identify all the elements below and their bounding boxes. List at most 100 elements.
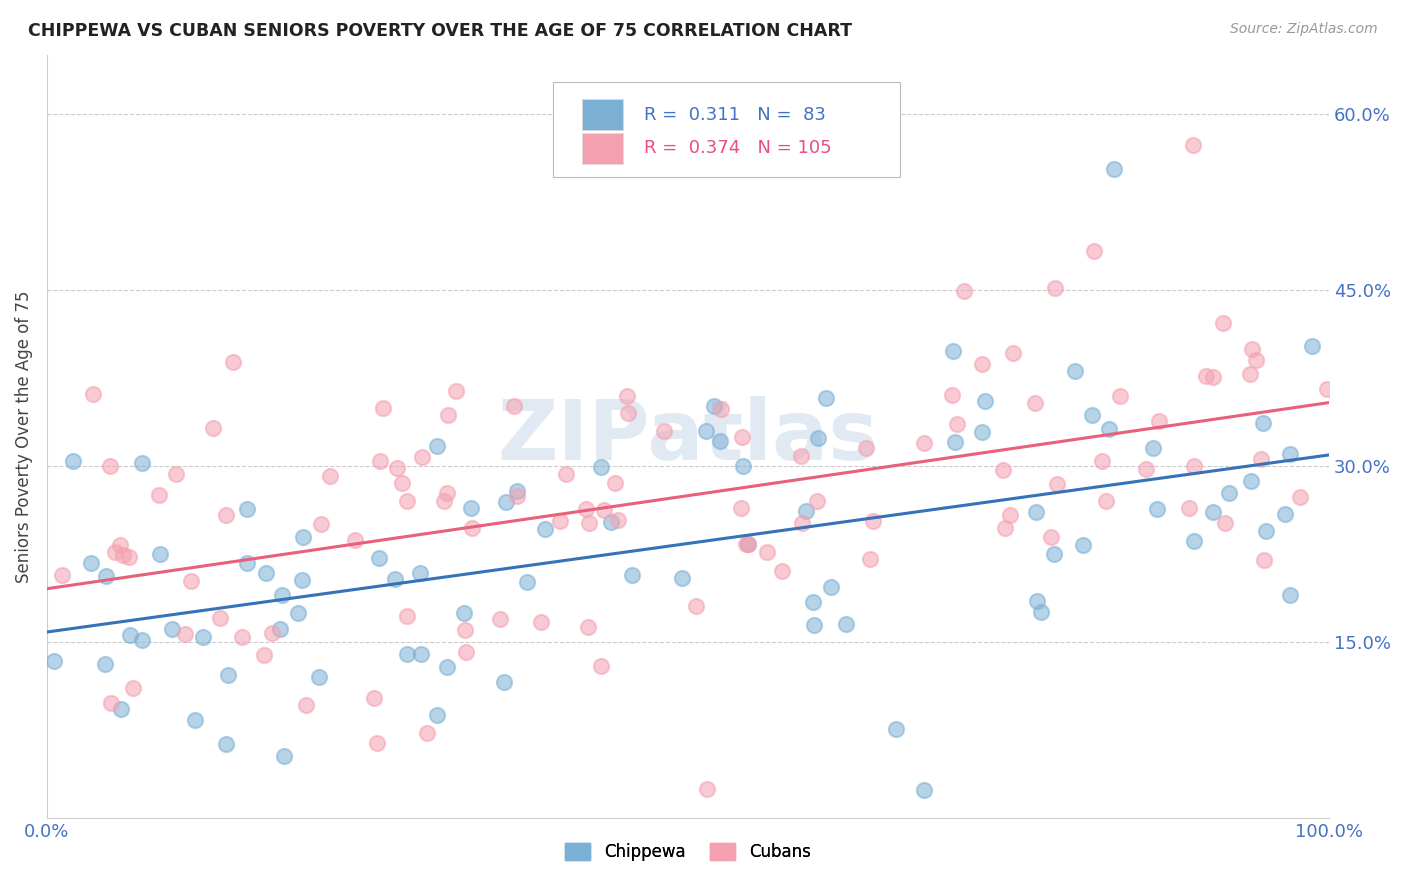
Point [495, 495, 517, 509]
Point [695, 424, 717, 438]
Point [110, 702, 132, 716]
Point [974, 393, 997, 408]
Point [970, 357, 993, 371]
Point [436, 486, 458, 500]
Point [411, 450, 433, 464]
Point [94, 657, 117, 672]
Point [454, 645, 477, 659]
Point [426, 708, 449, 723]
Point [731, 458, 754, 473]
Point [998, 508, 1021, 522]
Point [578, 516, 600, 530]
Point [436, 409, 458, 423]
Point [575, 501, 598, 516]
Point [98, 458, 121, 473]
Point [710, 402, 733, 417]
Point [217, 667, 239, 681]
Point [994, 521, 1017, 535]
Point [411, 647, 433, 661]
Point [943, 435, 966, 450]
Point [1279, 447, 1302, 461]
Point [269, 622, 291, 636]
Point [589, 460, 612, 475]
Point [792, 516, 814, 530]
Point [148, 487, 170, 501]
Point [396, 608, 419, 623]
Point [1042, 547, 1064, 561]
Point [1135, 462, 1157, 476]
Point [803, 594, 825, 608]
Point [287, 607, 309, 621]
Point [806, 494, 828, 508]
Point [953, 284, 976, 298]
Point [1026, 594, 1049, 608]
Point [652, 424, 675, 438]
Point [600, 515, 623, 529]
Point [1178, 500, 1201, 515]
Point [363, 691, 385, 706]
Point [516, 575, 538, 590]
Point [1253, 416, 1275, 430]
Point [886, 723, 908, 737]
FancyBboxPatch shape [554, 82, 900, 178]
Point [1240, 475, 1263, 489]
Point [252, 648, 274, 662]
Point [862, 514, 884, 528]
Point [1274, 507, 1296, 521]
Point [193, 630, 215, 644]
Point [254, 566, 277, 581]
Point [1250, 451, 1272, 466]
Point [855, 441, 877, 455]
Point [201, 420, 224, 434]
Point [215, 737, 238, 751]
Point [415, 725, 437, 739]
Point [737, 536, 759, 550]
Point [685, 599, 707, 613]
Point [796, 504, 818, 518]
Point [502, 399, 524, 413]
Point [494, 674, 516, 689]
FancyBboxPatch shape [582, 99, 623, 130]
Point [104, 545, 127, 559]
Point [1040, 530, 1063, 544]
Point [671, 571, 693, 585]
Point [160, 623, 183, 637]
Point [131, 632, 153, 647]
Point [453, 606, 475, 620]
Point [262, 626, 284, 640]
Point [131, 456, 153, 470]
Point [1149, 414, 1171, 428]
Point [368, 453, 391, 467]
Point [835, 616, 858, 631]
Point [396, 647, 419, 661]
Point [730, 500, 752, 515]
Point [1002, 346, 1025, 360]
Point [696, 781, 718, 796]
Point [149, 547, 172, 561]
Point [384, 572, 406, 586]
Point [576, 620, 599, 634]
Point [291, 573, 314, 587]
Point [1301, 339, 1323, 353]
Point [814, 391, 837, 405]
Point [735, 537, 758, 551]
Point [709, 434, 731, 449]
Text: R =  0.311   N =  83: R = 0.311 N = 83 [644, 105, 827, 124]
Point [214, 508, 236, 523]
Y-axis label: Seniors Poverty Over the Age of 75: Seniors Poverty Over the Age of 75 [15, 291, 32, 583]
Point [273, 749, 295, 764]
Point [1195, 368, 1218, 383]
Point [1024, 395, 1046, 409]
Point [946, 417, 969, 432]
Point [221, 355, 243, 369]
Point [1239, 367, 1261, 381]
Point [912, 435, 935, 450]
Point [62, 454, 84, 468]
Point [942, 344, 965, 359]
Point [1181, 137, 1204, 152]
Point [616, 389, 638, 403]
Point [554, 467, 576, 481]
Point [1045, 281, 1067, 295]
Point [1254, 524, 1277, 538]
Point [1201, 370, 1223, 384]
